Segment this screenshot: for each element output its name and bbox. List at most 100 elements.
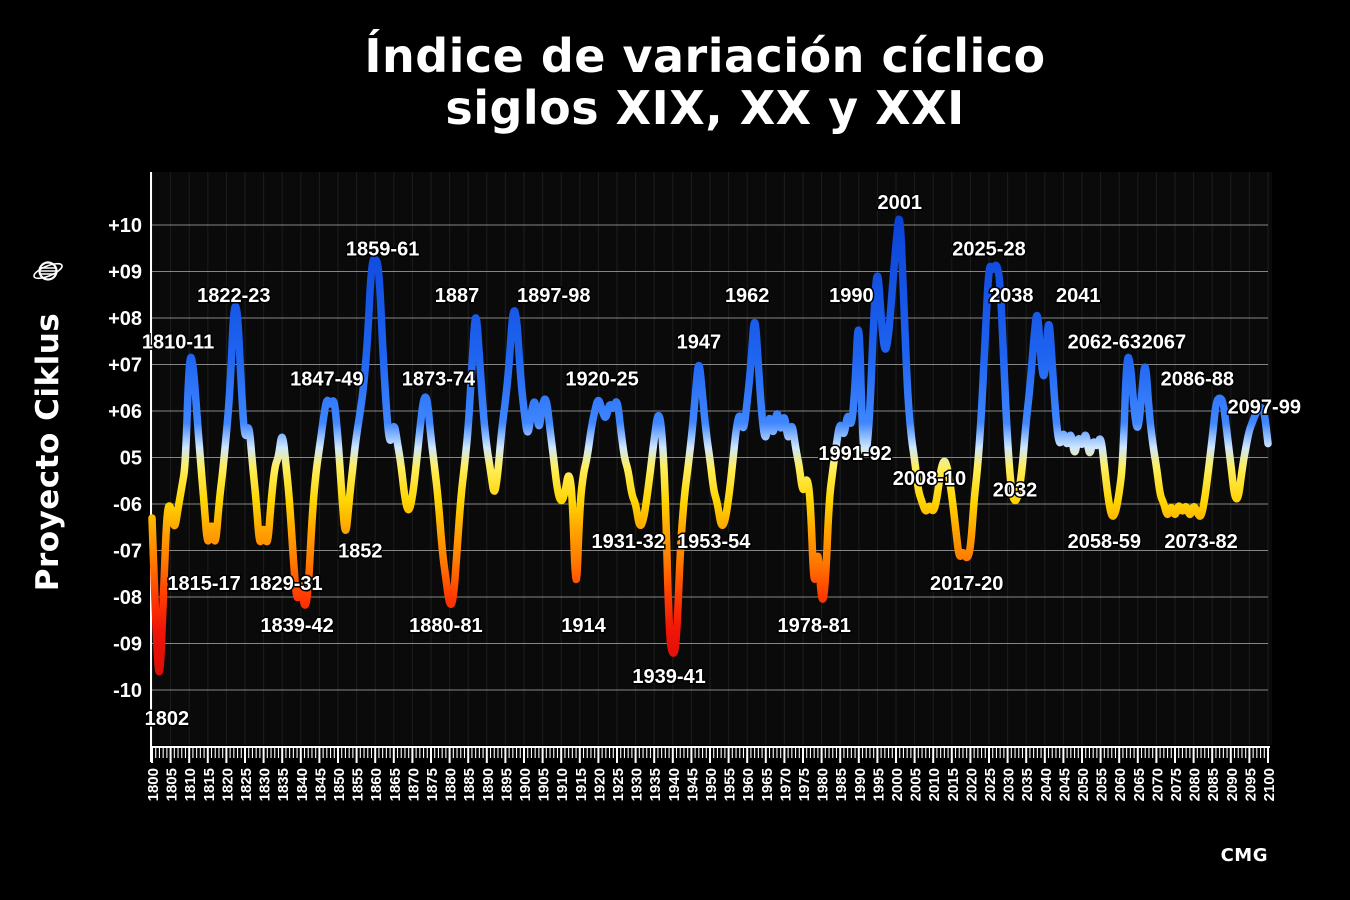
- x-tick-label: 1960: [740, 768, 757, 801]
- x-tick-label: 2065: [1131, 768, 1148, 801]
- y-tick-label: -10: [113, 680, 142, 702]
- credit-label: CMG: [1220, 845, 1268, 866]
- annotation-label: 1815-17: [167, 573, 240, 595]
- x-tick-label: 1950: [703, 768, 720, 801]
- x-tick-label: 2025: [982, 768, 999, 801]
- annotation-label: 2008-10: [893, 468, 966, 490]
- x-tick-label: 2080: [1187, 768, 1204, 801]
- annotation-label: 2017-20: [930, 573, 1003, 595]
- annotation-label: 1822-23: [197, 285, 270, 307]
- x-tick-label: 2060: [1112, 768, 1129, 801]
- annotation-label: 1953-54: [677, 531, 751, 553]
- annotation-label: 1859-61: [346, 238, 419, 260]
- annotation-label: 1931-32: [591, 531, 664, 553]
- x-tick-label: 1810: [182, 768, 199, 801]
- annotation-label: 2086-88: [1161, 368, 1234, 390]
- y-tick-label: +06: [108, 401, 142, 423]
- x-tick-label: 1920: [591, 768, 608, 801]
- x-tick-label: 2090: [1224, 768, 1241, 801]
- annotation-label: 1920-25: [565, 368, 638, 390]
- annotation-label: 1991-92: [818, 443, 891, 465]
- x-tick-label: 1885: [461, 768, 478, 801]
- x-tick-label: 1980: [815, 768, 832, 801]
- x-tick-label: 1835: [275, 768, 292, 801]
- x-tick-label: 1940: [666, 768, 683, 801]
- annotation-label: 2058-59: [1068, 531, 1141, 553]
- x-tick-label: 1855: [350, 768, 367, 801]
- x-tick-label: 2085: [1205, 768, 1222, 801]
- x-tick-label: 1965: [759, 768, 776, 801]
- x-tick-label: 1895: [498, 768, 515, 801]
- x-tick-label: 1915: [573, 768, 590, 801]
- annotation-label: 1810-11: [142, 331, 214, 353]
- annotation-label: 2041: [1056, 285, 1101, 307]
- y-tick-label: 05: [120, 448, 142, 470]
- x-tick-label: 1995: [870, 768, 887, 801]
- x-tick-label: 1985: [833, 768, 850, 801]
- x-tick-label: 1975: [796, 768, 813, 801]
- y-tick-label: +10: [108, 215, 142, 237]
- page-title: Índice de variación cíclico siglos XIX, …: [60, 30, 1350, 135]
- planet-orbit-logo-icon: [33, 261, 63, 281]
- annotation-label: 1852: [338, 541, 383, 563]
- x-tick-label: 1955: [722, 768, 739, 801]
- x-tick-label: 1875: [424, 768, 441, 801]
- x-tick-label: 1815: [201, 768, 218, 801]
- y-tick-label: +07: [108, 355, 142, 377]
- y-tick-label: -09: [113, 634, 142, 656]
- index-series-line: [148, 215, 1272, 676]
- y-tick-label: -07: [113, 541, 142, 563]
- x-tick-label: 1930: [629, 768, 646, 801]
- x-tick-label: 1880: [443, 768, 460, 801]
- page-title-line1: Índice de variación cíclico: [364, 29, 1046, 83]
- annotation-label: 2001: [877, 192, 922, 214]
- x-tick-label: 1925: [610, 768, 627, 801]
- x-tick-label: 1970: [777, 768, 794, 801]
- y-tick-label: +08: [108, 308, 142, 330]
- y-tick-label: -06: [113, 494, 142, 516]
- annotation-label: 1914: [561, 615, 606, 637]
- x-tick-label: 2050: [1075, 768, 1092, 801]
- x-tick-label: 2045: [1056, 768, 1073, 801]
- x-tick-label: 1890: [480, 768, 497, 801]
- annotation-label: 1990: [829, 285, 874, 307]
- y-tick-label: -08: [113, 587, 142, 609]
- annotation-label: 2062-63: [1068, 331, 1141, 353]
- annotation-label: 1839-42: [260, 615, 333, 637]
- x-tick-label: 2005: [908, 768, 925, 801]
- x-tick-label: 1935: [647, 768, 664, 801]
- annotation-label: 1887: [435, 285, 480, 307]
- annotation-label: 2032: [993, 480, 1038, 502]
- x-tick-label: 1905: [536, 768, 553, 801]
- x-tick-label: 1805: [164, 768, 181, 801]
- x-tick-label: 1850: [331, 768, 348, 801]
- annotation-label: 2067: [1142, 331, 1187, 353]
- x-tick-label: 2070: [1149, 768, 1166, 801]
- x-tick-label: 2040: [1038, 768, 1055, 801]
- x-tick-label: 1800: [145, 768, 162, 801]
- x-tick-label: 1945: [684, 768, 701, 801]
- annotation-label: 2025-28: [952, 238, 1025, 260]
- x-tick-label: 1820: [219, 768, 236, 801]
- x-tick-label: 1840: [294, 768, 311, 801]
- x-tick-label: 2030: [1001, 768, 1018, 801]
- annotation-label: 1802: [145, 708, 190, 730]
- x-tick-label: 2100: [1261, 768, 1278, 801]
- x-tick-label: 1990: [852, 768, 869, 801]
- x-tick-label: 1825: [238, 768, 255, 801]
- x-tick-label: 1830: [257, 768, 274, 801]
- x-tick-label: 1860: [368, 768, 385, 801]
- page-title-line2: siglos XIX, XX y XXI: [445, 81, 965, 136]
- annotation-label: 2038: [989, 285, 1034, 307]
- annotation-label: 1847-49: [290, 368, 363, 390]
- annotation-label: 1873-74: [402, 368, 476, 390]
- y-tick-label: +09: [108, 262, 142, 284]
- x-tick-label: 2000: [889, 768, 906, 801]
- annotation-label: 1829-31: [249, 573, 322, 595]
- x-tick-label: 1865: [387, 768, 404, 801]
- x-tick-label: 1845: [312, 768, 329, 801]
- annotation-label: 2073-82: [1164, 531, 1237, 553]
- x-tick-label: 2035: [1019, 768, 1036, 801]
- x-tick-label: 2075: [1168, 768, 1185, 801]
